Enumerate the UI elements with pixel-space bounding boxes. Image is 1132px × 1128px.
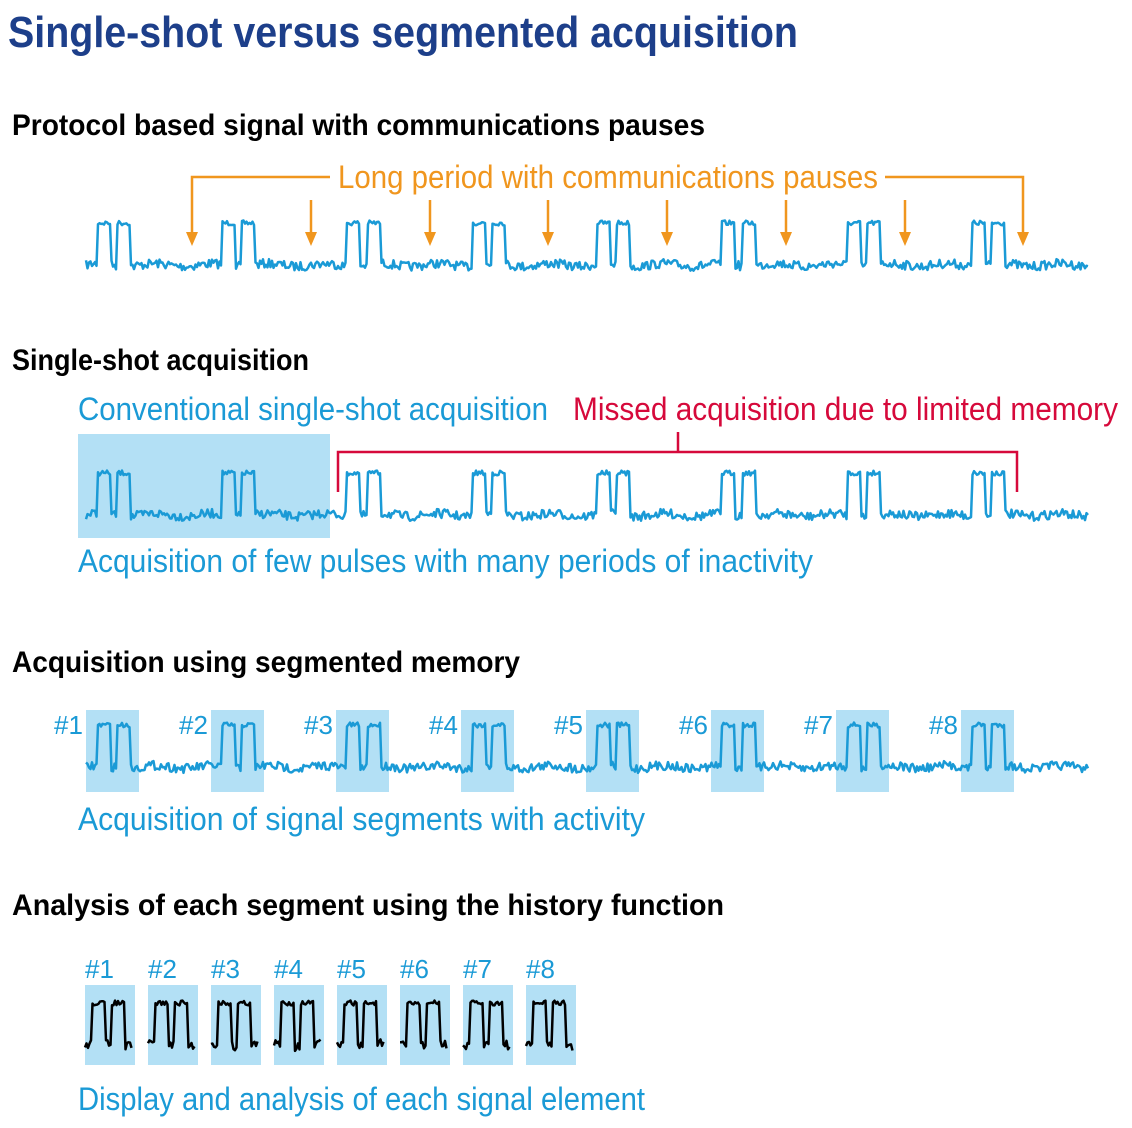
- arrow-head: [186, 232, 198, 246]
- caption: Acquisition of few pulses with many peri…: [78, 543, 813, 579]
- pause-arrows: [186, 175, 1029, 246]
- segment-label: #1: [85, 954, 114, 984]
- segments: #1 #2 #3 #4 #5 #6 #7 #8: [54, 710, 958, 740]
- arrow-head: [1017, 232, 1029, 246]
- history-waveform: [335, 999, 385, 1050]
- history-box: [337, 985, 387, 1065]
- segment-label: #1: [54, 710, 83, 740]
- section-heading: Analysis of each segment using the histo…: [12, 889, 724, 922]
- title: Single-shot versus segmented acquisition: [8, 8, 798, 57]
- history-waveform: [83, 999, 133, 1051]
- waveform: [84, 469, 1089, 522]
- segment-label: #7: [463, 954, 492, 984]
- history-waveform: [462, 999, 511, 1051]
- history-waveform: [400, 999, 448, 1050]
- caption: Display and analysis of each signal elem…: [78, 1081, 645, 1117]
- annotation: Long period with communications pauses: [338, 159, 878, 195]
- section-heading: Protocol based signal with communication…: [12, 109, 705, 142]
- waveforms: [84, 219, 1090, 775]
- annotation: Missed acquisition due to limited memory: [573, 391, 1118, 427]
- caption: Acquisition of signal segments with acti…: [78, 801, 645, 837]
- section-heading: Acquisition using segmented memory: [12, 646, 520, 679]
- arrow-head: [305, 232, 317, 246]
- missed-bracket: [336, 432, 1019, 492]
- segment-label: #7: [804, 710, 833, 740]
- history-waveform: [146, 999, 196, 1050]
- segment-label: #2: [179, 710, 208, 740]
- segment-label: #5: [554, 710, 583, 740]
- segment-label: #3: [304, 710, 333, 740]
- segment-label: #6: [400, 954, 429, 984]
- history-waveform: [524, 999, 574, 1051]
- arrow-head: [542, 232, 554, 246]
- segment-label: #2: [148, 954, 177, 984]
- history-waveform: [210, 999, 259, 1052]
- segment-label: #6: [679, 710, 708, 740]
- arrow-head: [424, 232, 436, 246]
- history-box: [85, 985, 135, 1065]
- segment-label: #4: [274, 954, 303, 984]
- history-box: [211, 985, 261, 1065]
- section-heading: Single-shot acquisition: [12, 344, 309, 377]
- history-waveform: [272, 999, 322, 1053]
- segment-label: #5: [337, 954, 366, 984]
- waveform: [84, 219, 1089, 272]
- segment-label: #3: [211, 954, 240, 984]
- waveform: [85, 721, 1090, 775]
- arrow-head: [661, 232, 673, 246]
- history-box: [274, 985, 324, 1065]
- label: Conventional single-shot acquisition: [78, 391, 548, 427]
- segment-label: #4: [429, 710, 458, 740]
- acquired-window: [78, 434, 330, 538]
- segment-label: #8: [929, 710, 958, 740]
- segment-history: #1 #2 #3 #4 #5 #6 #7 #8: [83, 954, 576, 1065]
- arrow-head: [899, 232, 911, 246]
- arrow-head: [780, 232, 792, 246]
- segment-label: #8: [526, 954, 555, 984]
